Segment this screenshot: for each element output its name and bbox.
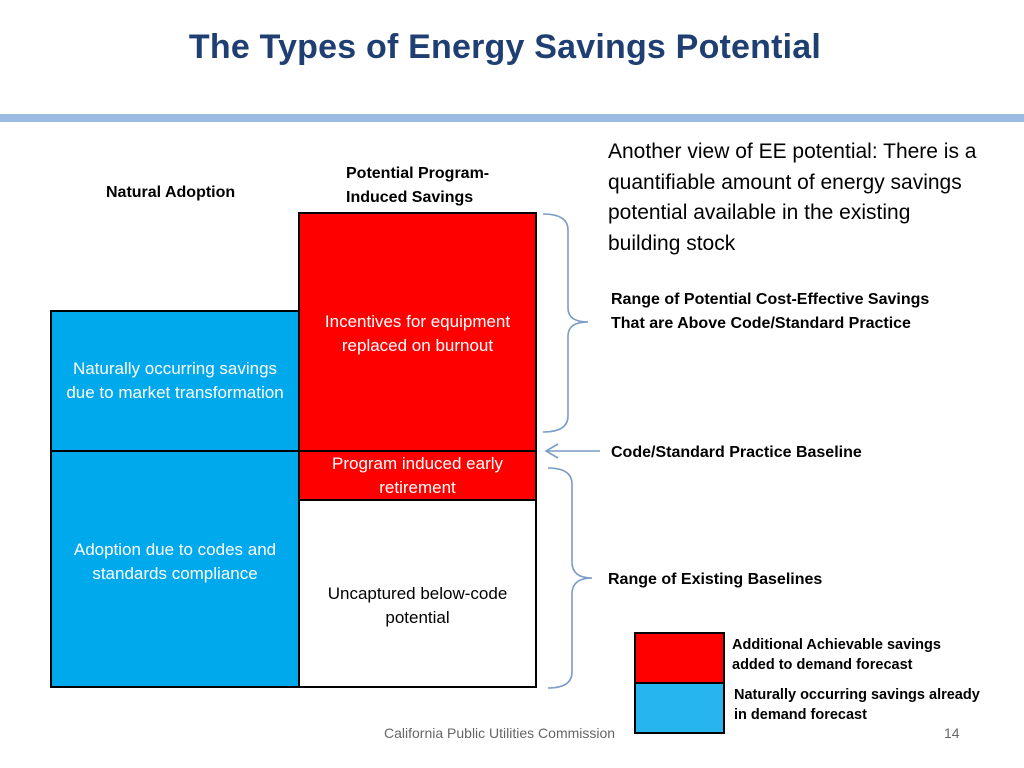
upper-bracket <box>542 213 589 433</box>
incentives-label: Incentives for equipment replaced on bur… <box>324 312 511 355</box>
early-retirement-box: Program induced early retirement <box>298 450 537 501</box>
codes-standards-label: Adoption due to codes and standards comp… <box>73 540 277 583</box>
lower-bracket <box>547 467 593 689</box>
incentives-box: Incentives for equipment replaced on bur… <box>298 212 537 452</box>
codes-standards-box: Adoption due to codes and standards comp… <box>50 450 300 688</box>
legend-blue-swatch <box>634 682 725 734</box>
program-induced-header: Potential Program-Induced Savings <box>346 165 490 206</box>
naturally-occurring-box: Naturally occurring savings due to marke… <box>50 310 300 452</box>
baseline-arrow-head <box>544 443 559 459</box>
description-text: Another view of EE potential: There is a… <box>608 140 977 255</box>
uncaptured-label: Uncaptured below-code potential <box>327 583 508 627</box>
uncaptured-box: Uncaptured below-code potential <box>298 499 537 688</box>
footer-org: California Public Utilities Commission <box>384 725 616 741</box>
natural-adoption-header: Natural Adoption <box>106 184 236 201</box>
legend-additional-label: Additional Achievable savings added to d… <box>732 637 941 673</box>
page-title: The Types of Energy Savings Potential <box>188 28 822 66</box>
naturally-occurring-label: Naturally occurring savings due to marke… <box>66 359 284 402</box>
range-above-code-label: Range of Potential Cost-Effective Saving… <box>611 291 930 332</box>
early-retirement-label: Program induced early retirement <box>331 453 504 497</box>
page-number: 14 <box>944 725 960 741</box>
range-existing-label: Range of Existing Baselines <box>608 571 823 588</box>
legend-naturally-label: Naturally occurring savings already in d… <box>734 687 980 723</box>
legend-red-swatch <box>634 632 725 684</box>
title-divider <box>0 114 1024 122</box>
baseline-label: Code/Standard Practice Baseline <box>611 444 862 461</box>
